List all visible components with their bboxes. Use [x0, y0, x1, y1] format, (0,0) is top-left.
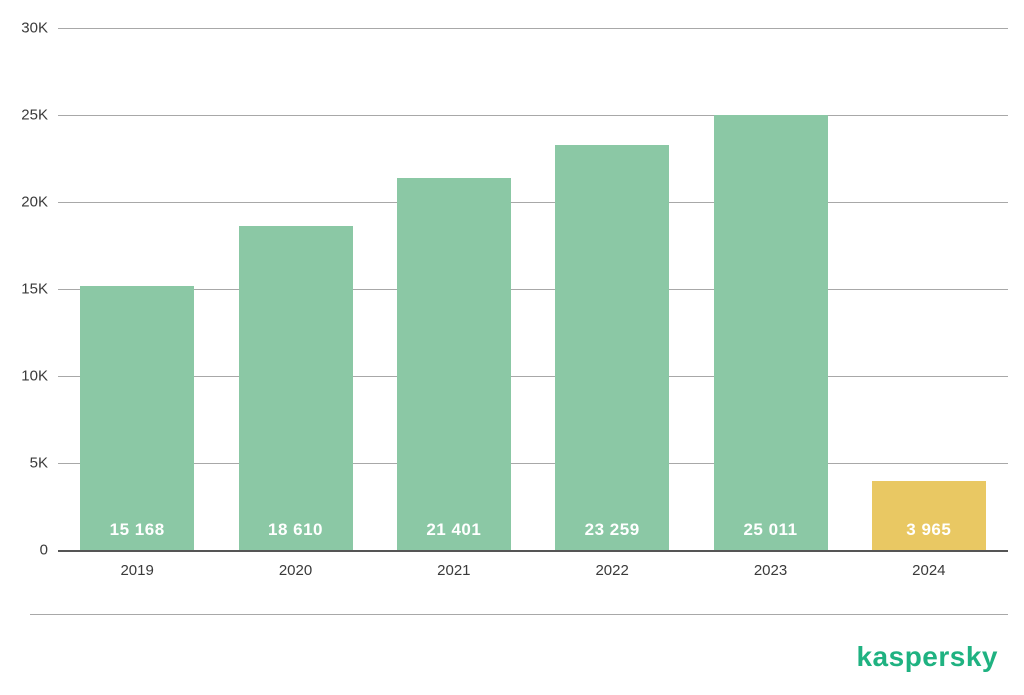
gridline: [58, 202, 1008, 203]
bar-chart: 0 5K 10K 15K 20K 25K 30K 15 168 2019 18 610 2020 21…: [0, 0, 1024, 695]
bar: 21 401: [397, 178, 511, 550]
bar: 25 011: [714, 115, 828, 550]
bar: 18 610: [239, 226, 353, 550]
bar-value-label: 21 401: [426, 520, 481, 540]
x-axis-tick-label: 2024: [912, 562, 945, 579]
x-axis-tick-label: 2023: [754, 562, 787, 579]
footer-divider: [30, 614, 1008, 615]
bar-value-label: 23 259: [585, 520, 640, 540]
y-axis-tick-label: 25K: [21, 107, 48, 124]
gridline: [58, 463, 1008, 464]
gridline: [58, 28, 1008, 29]
gridline: [58, 376, 1008, 377]
bar-value-label: 15 168: [110, 520, 165, 540]
y-axis-tick-label: 10K: [21, 368, 48, 385]
bar: 15 168: [80, 286, 194, 550]
bar: 23 259: [555, 145, 669, 550]
x-axis-tick-label: 2019: [120, 562, 153, 579]
gridline: [58, 115, 1008, 116]
y-axis-tick-label: 0: [40, 542, 48, 559]
bar: 3 965: [872, 481, 986, 550]
bar-value-label: 18 610: [268, 520, 323, 540]
plot-area: 05K10K15K20K25K30K15 168201918 610202021…: [58, 28, 1008, 550]
gridline: [58, 289, 1008, 290]
bar-value-label: 25 011: [743, 520, 797, 540]
bar-value-label: 3 965: [906, 520, 951, 540]
x-axis-tick-label: 2021: [437, 562, 470, 579]
gridline: [58, 550, 1008, 552]
brand-logo: kaspersky: [856, 641, 998, 673]
y-axis-tick-label: 5K: [30, 455, 48, 472]
y-axis-tick-label: 20K: [21, 194, 48, 211]
y-axis-tick-label: 30K: [21, 20, 48, 37]
x-axis-tick-label: 2020: [279, 562, 312, 579]
y-axis-tick-label: 15K: [21, 281, 48, 298]
x-axis-tick-label: 2022: [595, 562, 628, 579]
